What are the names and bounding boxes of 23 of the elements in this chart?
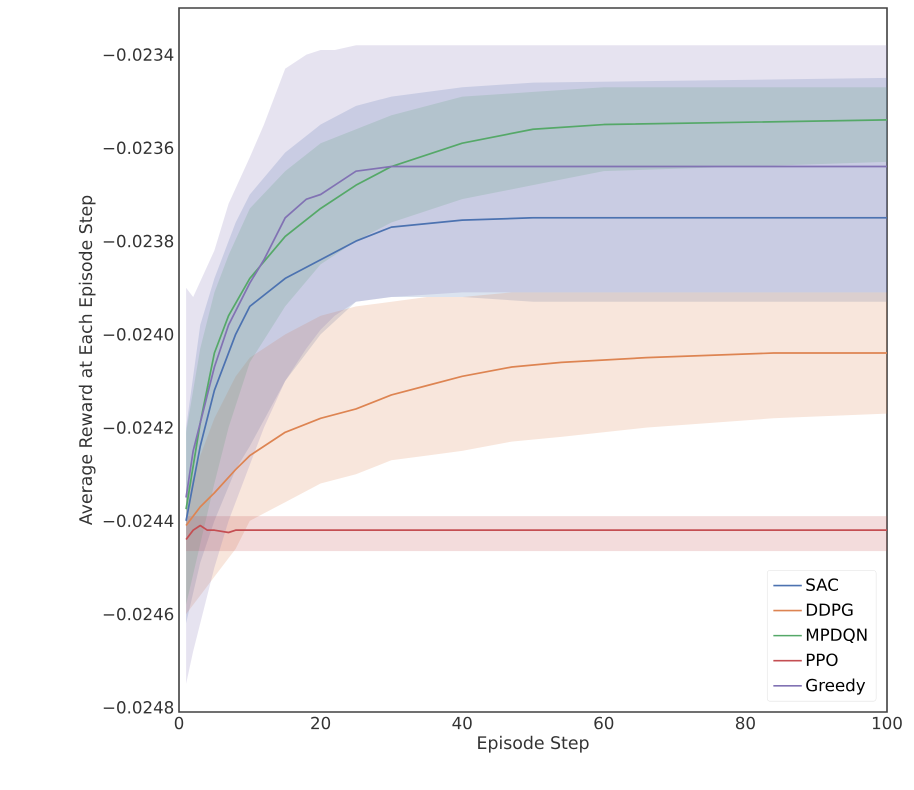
y-tick-label: −0.0248 — [104, 701, 174, 714]
y-tick-label: −0.0244 — [104, 514, 174, 528]
x-tick-label: 100 — [872, 716, 902, 730]
y-tick-label: −0.0234 — [104, 48, 174, 61]
y-axis-title: Average Reward at Each Episode Step — [78, 196, 96, 526]
line-series — [185, 352, 888, 526]
line-series — [185, 216, 888, 522]
y-tick-label: −0.0238 — [104, 234, 174, 248]
x-tick-label: 40 — [452, 716, 472, 730]
y-tick-label: −0.0240 — [104, 328, 174, 341]
legend-label: PPO — [806, 653, 838, 666]
y-tick-label: −0.0246 — [104, 608, 174, 620]
y-tick-label: −0.0242 — [104, 421, 173, 434]
legend-label: MPDQN — [806, 628, 866, 643]
legend-label: Greedy — [806, 678, 866, 695]
y-tick-label: −0.0236 — [104, 142, 174, 154]
legend-label: SAC — [806, 578, 838, 591]
legend-label: DDPG — [806, 603, 853, 616]
x-tick-label: 20 — [311, 716, 330, 730]
x-axis-title: Episode Step — [478, 736, 589, 753]
x-tick-label: 60 — [594, 716, 614, 730]
x-tick-label: 80 — [736, 716, 755, 730]
x-tick-label: 0 — [174, 716, 184, 730]
